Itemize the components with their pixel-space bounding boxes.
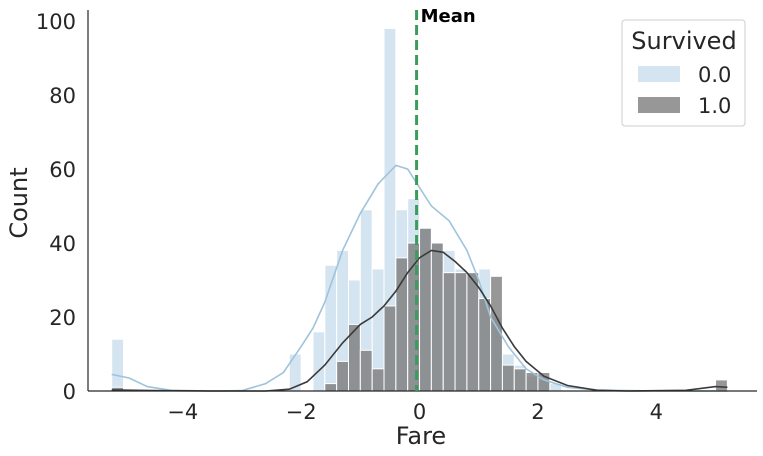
y-tick-label: 0 — [63, 380, 76, 404]
bar-survived-0-0 — [312, 331, 326, 392]
bar-survived-1-0 — [371, 368, 385, 392]
mean-annotation: Mean — [415, 6, 476, 391]
y-tick-label: 20 — [49, 306, 76, 330]
bar-survived-1-0 — [430, 242, 444, 392]
legend-label-survived-0: 0.0 — [698, 63, 731, 87]
y-axis-title: Count — [5, 167, 33, 238]
x-axis-title: Fare — [396, 422, 446, 450]
legend-label-survived-1: 1.0 — [698, 94, 731, 118]
x-tick-label: 2 — [531, 400, 544, 424]
bar-survived-1-0 — [442, 272, 456, 392]
bar-survived-1-0 — [513, 368, 527, 392]
bar-survived-1-0 — [466, 272, 480, 392]
bar-survived-1-0 — [336, 360, 349, 392]
mean-label: Mean — [421, 6, 476, 27]
bar-survived-1-0 — [395, 257, 409, 392]
bar-survived-1-0 — [324, 383, 338, 392]
bar-survived-1-0 — [715, 379, 728, 392]
legend-swatch-survived-1 — [638, 97, 680, 113]
x-tick-label: 0 — [413, 400, 426, 424]
bar-survived-1-0 — [383, 305, 397, 392]
x-tick-label: −2 — [286, 400, 317, 424]
y-tick-label: 80 — [49, 84, 76, 108]
legend-swatch-survived-0 — [638, 66, 680, 82]
kde-curve-survived-1-0 — [111, 249, 728, 392]
legend-title: Survived — [631, 27, 736, 55]
x-tick-label: −4 — [167, 400, 198, 424]
bar-survived-1-0 — [454, 272, 468, 392]
bar-survived-1-0 — [501, 364, 515, 392]
y-tick-label: 60 — [49, 158, 76, 182]
legend: Survived 0.0 1.0 — [621, 19, 746, 127]
axes — [87, 10, 757, 392]
x-tick-label: 4 — [650, 400, 663, 424]
histogram-bars — [111, 27, 728, 392]
bar-survived-1-0 — [419, 227, 432, 392]
bar-survived-0-0 — [111, 338, 125, 392]
bar-survived-1-0 — [359, 349, 373, 392]
y-tick-label: 100 — [36, 10, 76, 34]
y-tick-label: 40 — [49, 232, 76, 256]
